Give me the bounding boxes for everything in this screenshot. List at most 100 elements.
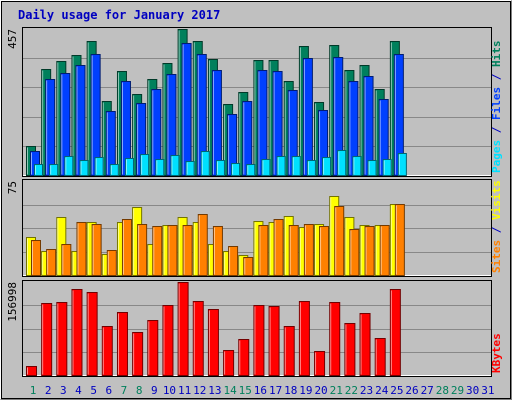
x-tick-label-23: 23	[360, 384, 373, 397]
outer-border	[1, 1, 511, 399]
x-tick-label-31: 31	[481, 384, 494, 397]
x-tick-label-18: 18	[284, 384, 297, 397]
x-tick-label-9: 9	[151, 384, 158, 397]
x-tick-label-15: 15	[239, 384, 252, 397]
bar-sites-day-21	[334, 206, 345, 276]
bar-kbytes-day-2	[41, 303, 53, 376]
bar-pages-day-25	[397, 153, 407, 176]
bar-pages-day-12	[200, 151, 210, 176]
x-tick-label-14: 14	[223, 384, 237, 397]
bar-kbytes-day-19	[298, 301, 310, 376]
bar-pages-day-7	[124, 158, 134, 176]
bar-pages-day-11	[185, 161, 195, 176]
bar-pages-day-19	[306, 160, 316, 176]
x-tick-label-4: 4	[75, 384, 82, 397]
bar-sites-day-11	[182, 225, 193, 276]
x-tick-label-6: 6	[105, 384, 112, 397]
bar-sites-day-6	[106, 250, 117, 276]
x-tick-label-21: 21	[330, 384, 343, 397]
bar-kbytes-day-21	[329, 302, 341, 376]
legend-part: /	[490, 67, 503, 87]
x-tick-label-13: 13	[208, 384, 221, 397]
legend-part: /	[490, 220, 503, 240]
axis-max-label: 457	[6, 29, 19, 49]
bar-pages-day-18	[291, 156, 301, 176]
bar-sites-day-9	[152, 226, 163, 276]
bar-pages-day-3	[64, 156, 74, 176]
bar-pages-day-4	[79, 160, 89, 176]
bar-sites-day-3	[61, 244, 72, 276]
bar-kbytes-day-23	[359, 313, 371, 376]
x-tick-label-30: 30	[466, 384, 479, 397]
legend-part: Files	[490, 87, 503, 120]
x-tick-label-26: 26	[405, 384, 418, 397]
bar-pages-day-2	[49, 164, 59, 176]
bar-sites-day-4	[76, 222, 87, 276]
axis-max-label: 156998	[6, 282, 19, 322]
bar-kbytes-day-25	[389, 289, 401, 376]
x-tick-label-25: 25	[390, 384, 403, 397]
x-tick-label-17: 17	[269, 384, 282, 397]
bar-kbytes-day-22	[344, 323, 356, 376]
panel-visits-sites: 75 Sites / Visits	[6, 179, 503, 277]
bar-pages-day-5	[94, 157, 104, 176]
bar-pages-day-22	[352, 156, 362, 176]
bar-pages-day-13	[215, 160, 225, 176]
legend-part: /	[490, 120, 503, 140]
panel-kbytes: 156998 KBytes	[6, 280, 503, 377]
bar-sites-day-19	[303, 224, 314, 276]
bar-sites-day-15	[243, 257, 254, 276]
x-tick-label-27: 27	[421, 384, 434, 397]
bar-pages-day-10	[170, 155, 180, 176]
x-tick-label-20: 20	[314, 384, 327, 397]
panel-hits-files-pages: 457 Pages / Files / Hits	[6, 27, 503, 177]
axis-max-label: 75	[6, 181, 19, 194]
bar-kbytes-day-6	[101, 326, 113, 376]
bar-pages-day-21	[337, 150, 347, 176]
bar-pages-day-15	[246, 164, 256, 176]
bar-kbytes-day-16	[253, 305, 265, 376]
bar-kbytes-day-15	[238, 339, 250, 376]
bar-kbytes-day-11	[177, 282, 189, 376]
legend-part: Pages	[490, 140, 503, 173]
bar-sites-day-25	[394, 204, 405, 276]
bar-sites-day-23	[364, 226, 375, 276]
x-tick-label-16: 16	[254, 384, 267, 397]
x-tick-label-19: 19	[299, 384, 312, 397]
bar-pages-day-14	[231, 163, 241, 176]
bar-kbytes-day-3	[56, 302, 68, 376]
bar-sites-day-8	[137, 224, 148, 276]
x-tick-label-12: 12	[193, 384, 206, 397]
legend-part: Visits	[490, 180, 503, 220]
bar-pages-day-6	[109, 164, 119, 176]
bar-kbytes-day-18	[283, 326, 295, 376]
bar-sites-day-13	[212, 226, 223, 276]
bar-pages-day-9	[155, 159, 165, 176]
x-tick-label-29: 29	[451, 384, 464, 397]
x-tick-label-3: 3	[60, 384, 67, 397]
bar-kbytes-day-12	[192, 301, 204, 376]
bar-kbytes-day-5	[86, 292, 98, 376]
bar-pages-day-16	[261, 159, 271, 176]
bar-sites-day-2	[46, 249, 57, 276]
bar-kbytes-day-24	[374, 338, 386, 376]
series-legend-label: KBytes	[490, 333, 503, 373]
bar-kbytes-day-20	[314, 351, 326, 376]
x-tick-label-10: 10	[163, 384, 176, 397]
bar-sites-day-14	[228, 246, 239, 276]
bar-kbytes-day-7	[116, 312, 128, 376]
x-tick-label-28: 28	[436, 384, 449, 397]
bar-sites-day-5	[91, 224, 102, 276]
legend-part: Sites	[490, 240, 503, 273]
bar-kbytes-day-14	[223, 350, 235, 376]
bar-sites-day-12	[197, 214, 208, 276]
series-legend-label: Pages / Files / Hits	[490, 41, 503, 174]
bar-sites-day-10	[167, 225, 178, 276]
bar-kbytes-day-1	[26, 366, 37, 376]
x-tick-label-24: 24	[375, 384, 389, 397]
bar-pages-day-17	[276, 156, 286, 176]
bar-pages-day-8	[140, 154, 150, 176]
